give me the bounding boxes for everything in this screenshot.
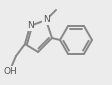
Text: N: N [27, 22, 33, 31]
Text: N: N [43, 15, 49, 24]
Text: OH: OH [3, 66, 17, 75]
